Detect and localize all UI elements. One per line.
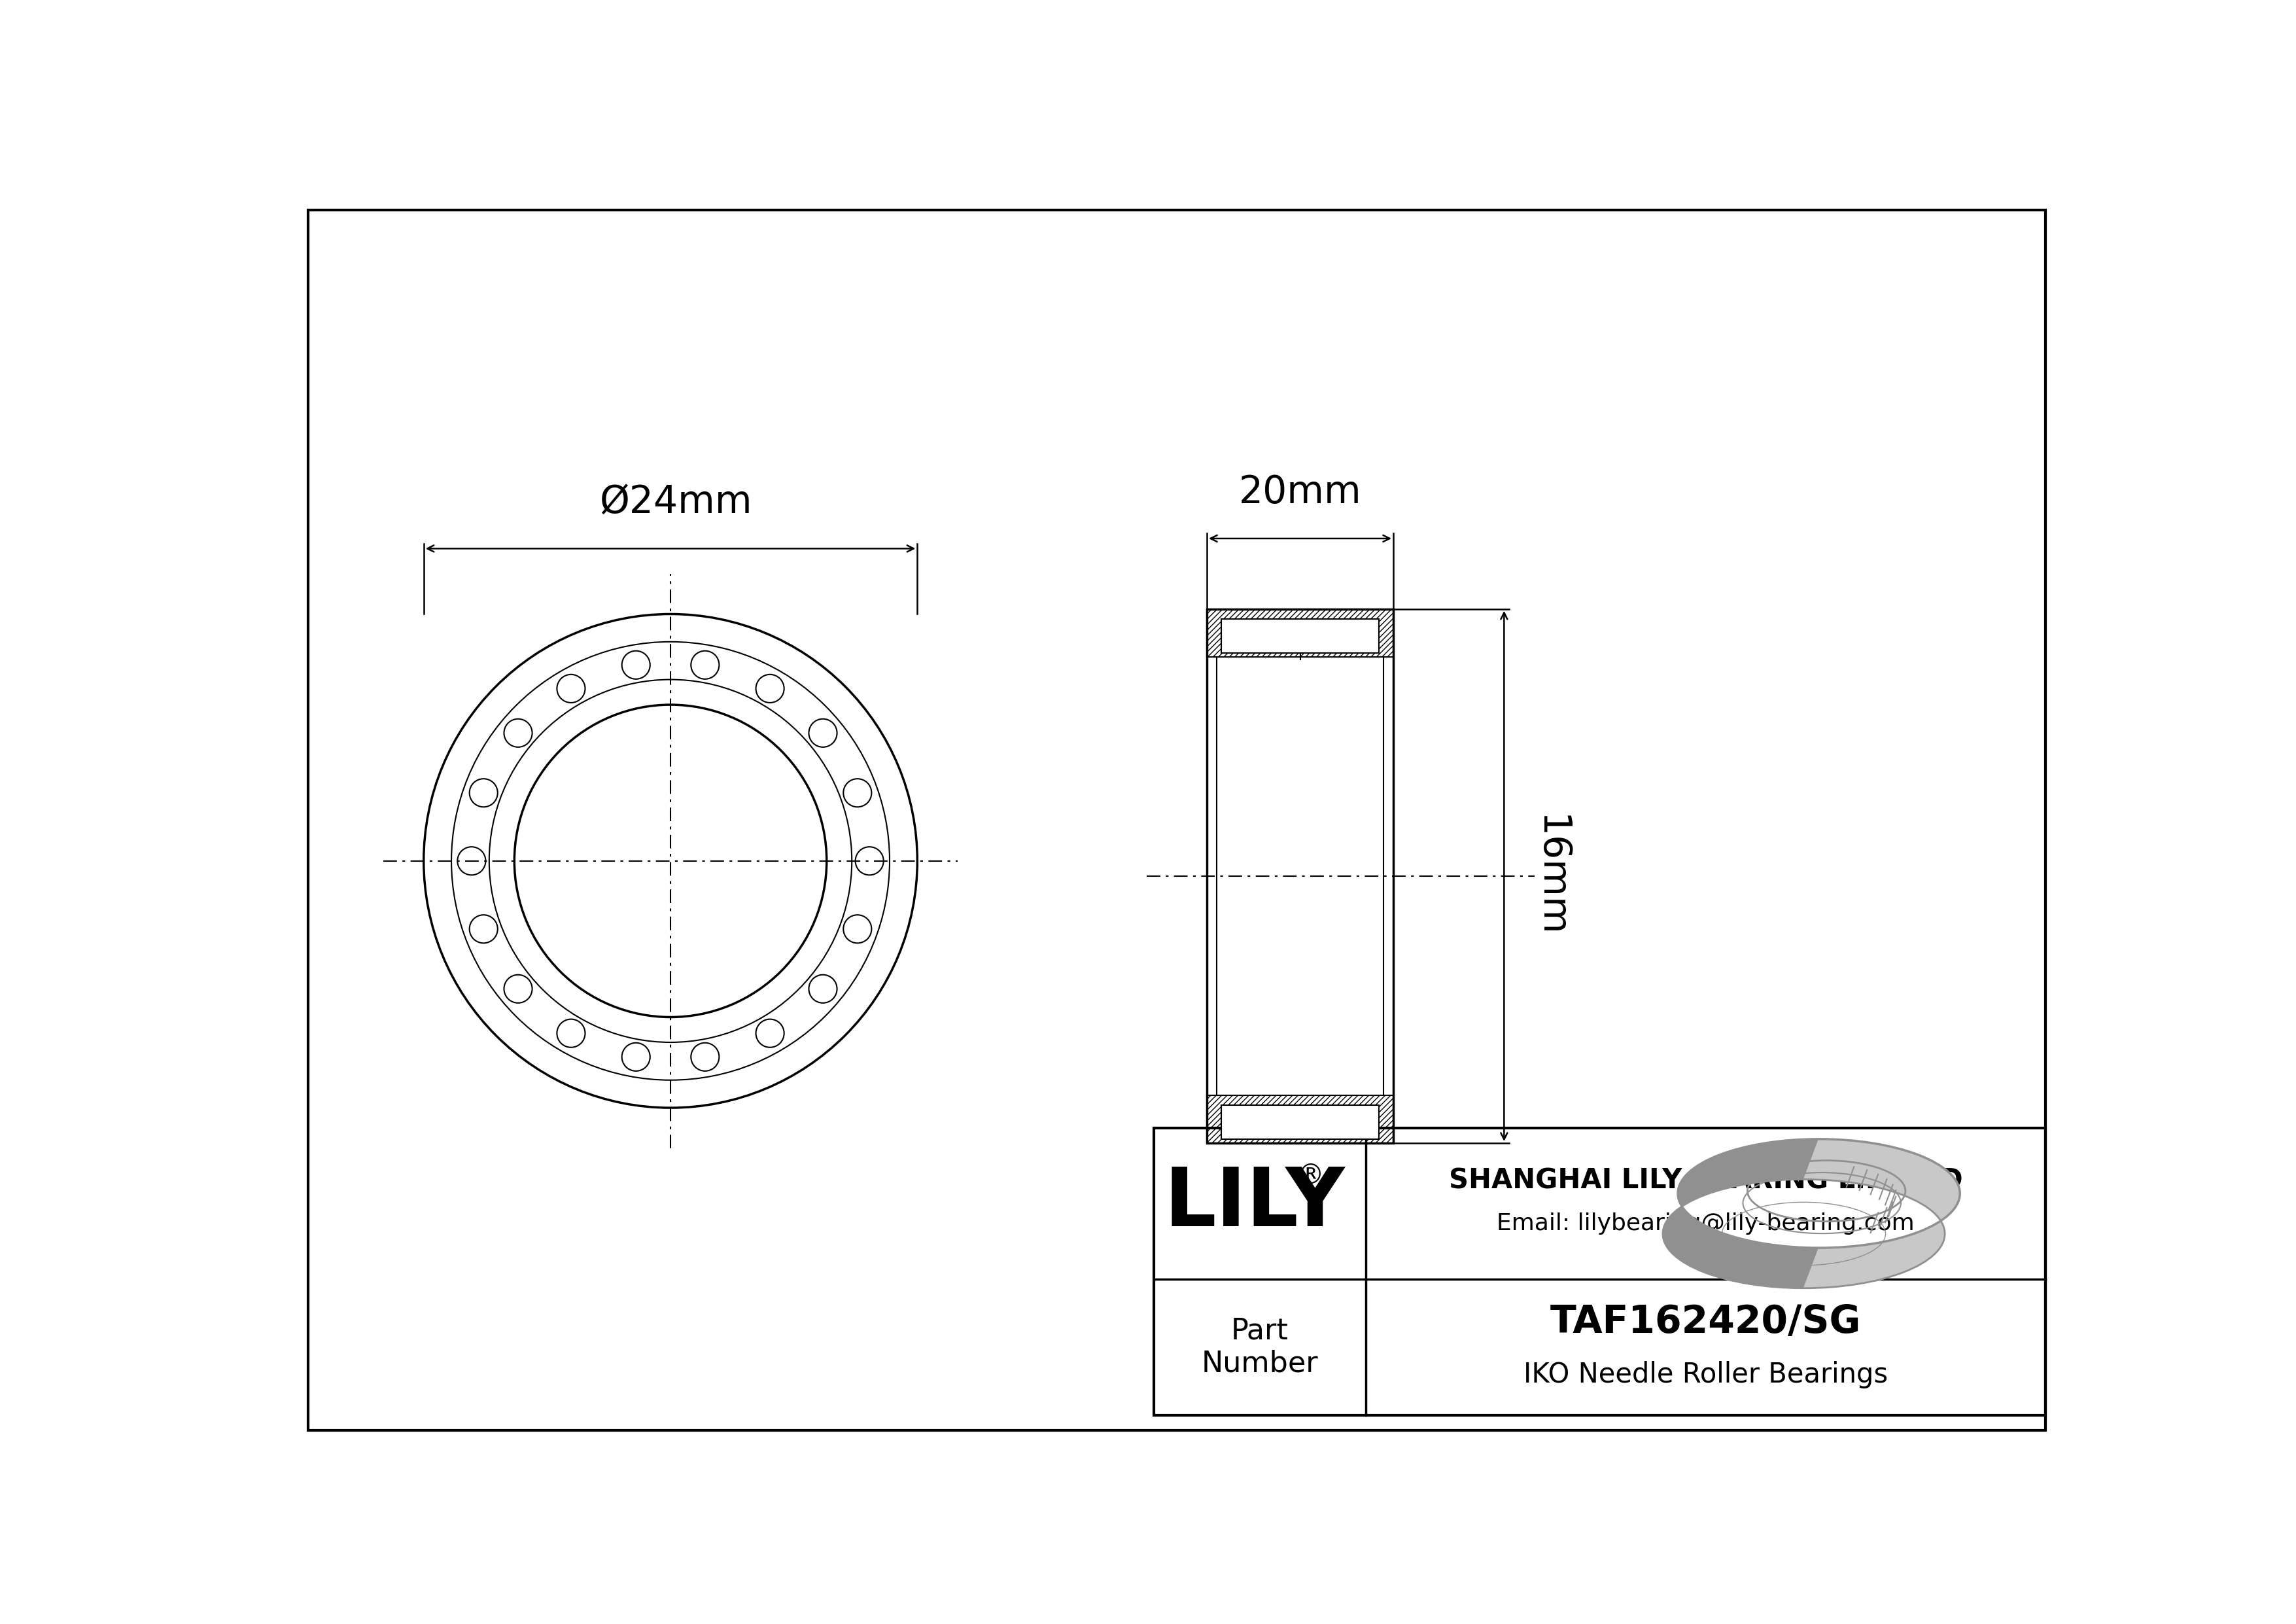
Text: Email: lilybearing@lily-bearing.com: Email: lilybearing@lily-bearing.com bbox=[1497, 1213, 1915, 1234]
Text: 20mm: 20mm bbox=[1240, 474, 1362, 512]
Bar bbox=[1221, 619, 1380, 653]
Text: Part
Number: Part Number bbox=[1201, 1317, 1318, 1377]
Text: TAF162420/SG: TAF162420/SG bbox=[1550, 1304, 1862, 1340]
Text: ®: ® bbox=[1297, 1163, 1325, 1189]
Bar bbox=[1208, 1095, 1394, 1143]
Polygon shape bbox=[1662, 1138, 1818, 1288]
Text: SHANGHAI LILY BEARING LIMITED: SHANGHAI LILY BEARING LIMITED bbox=[1449, 1168, 1963, 1195]
Text: Ø24mm: Ø24mm bbox=[599, 484, 753, 521]
Bar bbox=[1221, 1106, 1380, 1138]
Polygon shape bbox=[1805, 1138, 1961, 1288]
Bar bbox=[1208, 609, 1394, 1143]
Text: IKO Needle Roller Bearings: IKO Needle Roller Bearings bbox=[1522, 1361, 1887, 1389]
Bar bbox=[1208, 609, 1394, 656]
Bar bbox=[1155, 1129, 2046, 1415]
Text: LILY: LILY bbox=[1164, 1164, 1345, 1242]
Text: 16mm: 16mm bbox=[1531, 815, 1568, 937]
